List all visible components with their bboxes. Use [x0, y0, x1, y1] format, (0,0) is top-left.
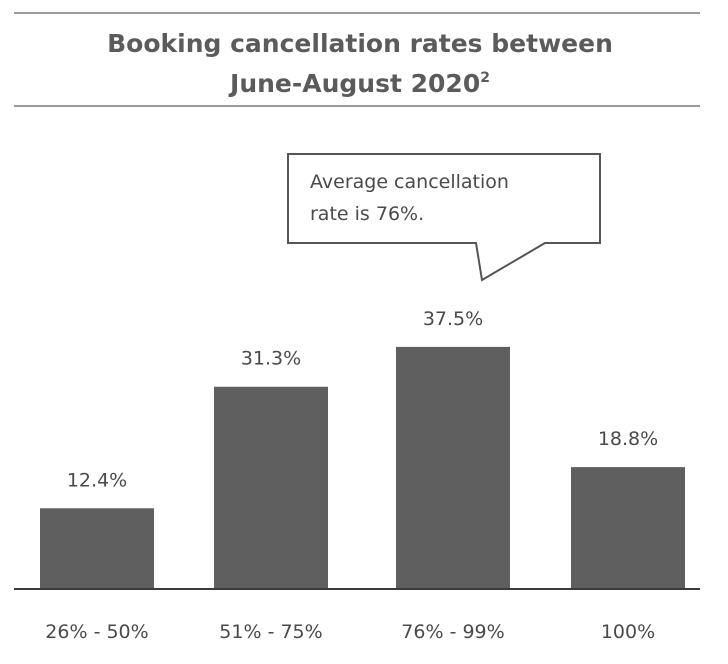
chart-title-line2-text: June-August 2020 — [228, 69, 480, 98]
bar-2-category-label: 51% - 75% — [219, 621, 322, 643]
bar-3 — [396, 346, 510, 588]
callout-line-2: rate is 76%. — [310, 203, 424, 225]
bar-1 — [40, 508, 154, 588]
value-labels: 12.4% 31.3% 37.5% 18.8% — [67, 308, 658, 491]
bar-2 — [214, 386, 328, 588]
bar-1-category-label: 26% - 50% — [45, 621, 148, 643]
chart-title-line2: June-August 20202 — [228, 69, 490, 98]
callout: Average cancellation rate is 76%. — [287, 153, 601, 282]
bar-1-value-label: 12.4% — [67, 469, 127, 491]
callout-line-1: Average cancellation — [310, 171, 509, 193]
bar-4-value-label: 18.8% — [598, 428, 658, 450]
bar-3-value-label: 37.5% — [423, 308, 483, 330]
bar-2-value-label: 31.3% — [241, 348, 301, 370]
chart-title-superscript: 2 — [480, 70, 490, 86]
bar-4 — [571, 467, 685, 588]
category-labels: 26% - 50% 51% - 75% 76% - 99% 100% — [45, 621, 655, 643]
chart-title: Booking cancellation rates between — [107, 29, 613, 58]
bars — [40, 346, 685, 588]
callout-box — [287, 153, 601, 282]
bar-3-category-label: 76% - 99% — [401, 621, 504, 643]
bar-4-category-label: 100% — [601, 621, 655, 643]
